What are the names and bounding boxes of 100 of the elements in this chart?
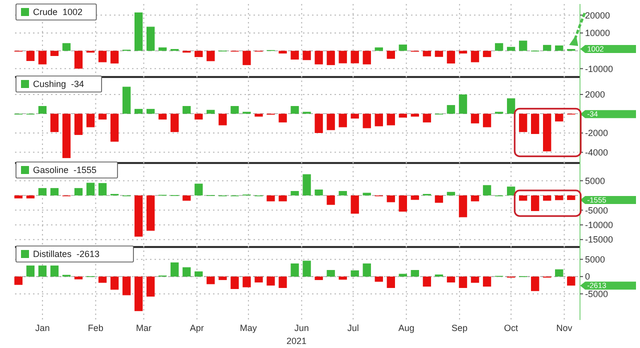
bar [506,98,516,114]
bar [86,114,95,128]
bar [290,50,299,60]
bar [555,195,564,200]
bar [326,50,335,66]
bar [134,12,143,51]
bar [254,276,263,282]
bar [470,276,480,283]
bar [518,40,528,51]
bar [326,195,335,205]
y-tick-label: 5000 [585,176,606,186]
bar [470,195,480,202]
bar [62,114,71,158]
bar [386,276,395,288]
bar [555,114,564,122]
bar [434,195,444,203]
bar [302,50,311,60]
bar [146,108,155,114]
bar [74,114,83,135]
y-tick-label: 10000 [585,28,610,38]
bar [434,50,444,57]
bar [410,114,420,117]
bar [531,114,540,134]
bar [422,276,432,287]
bar [506,46,516,51]
bar [350,195,359,214]
bar [170,262,179,277]
bar [338,276,347,280]
bar [206,110,215,114]
bar [110,276,119,290]
bar [278,195,287,202]
bar [314,114,323,134]
y-tick-label: 5000 [585,254,606,264]
bar [531,195,540,212]
y-tick-label: -10000 [585,64,614,74]
bar [182,106,191,114]
bar [26,266,35,277]
bar [350,114,359,119]
bar [543,44,552,51]
legend-label: Cushing -34 [33,79,84,90]
bar [422,50,432,56]
x-tick-label: Oct [504,323,519,333]
bar [38,188,47,196]
bar [26,50,35,61]
bar [218,114,227,126]
bar [38,50,47,64]
bar [74,50,83,69]
legend-label: Distillates -2613 [33,249,100,260]
bar [50,188,59,196]
bar [518,195,528,201]
bar [374,47,383,51]
bar [110,50,119,64]
bar [98,183,107,196]
bar [410,195,420,200]
bar [458,195,468,218]
bar [314,50,323,64]
bar [531,276,540,292]
bar [326,270,335,277]
bar [242,50,251,66]
bar [446,105,456,114]
bar [278,114,287,122]
bar [338,191,347,196]
bar [398,195,408,212]
bar [494,43,504,51]
y-tick-label: 20000 [585,10,610,20]
bar [122,276,131,296]
bar [410,270,420,277]
bar [482,185,492,196]
bar [422,114,432,122]
y-tick-label: -2000 [585,128,608,138]
bar [518,114,528,132]
bar [146,195,155,231]
bar [158,47,167,51]
bar [302,174,311,196]
bar [134,108,143,114]
bar [314,276,323,280]
bar [374,114,383,126]
bar [242,276,251,288]
bar [74,276,83,280]
bar [86,182,95,196]
bar [254,114,263,117]
bar [362,50,371,64]
x-tick-label: Nov [556,323,573,333]
legend-label: Crude 1002 [33,7,83,18]
bar [278,276,287,288]
bar [290,106,299,114]
x-tick-label: Jul [347,323,359,333]
y-tick-label: -15000 [585,234,614,245]
bar [326,114,335,130]
x-tick-label: Apr [190,323,204,333]
bar [146,276,155,297]
bar [146,26,155,51]
bar [446,276,456,282]
bar [338,114,347,128]
bar [482,114,492,128]
bar [206,276,215,284]
bar [543,195,552,201]
bar [134,276,143,312]
x-tick-label: Jun [294,323,309,333]
bar [98,276,107,283]
